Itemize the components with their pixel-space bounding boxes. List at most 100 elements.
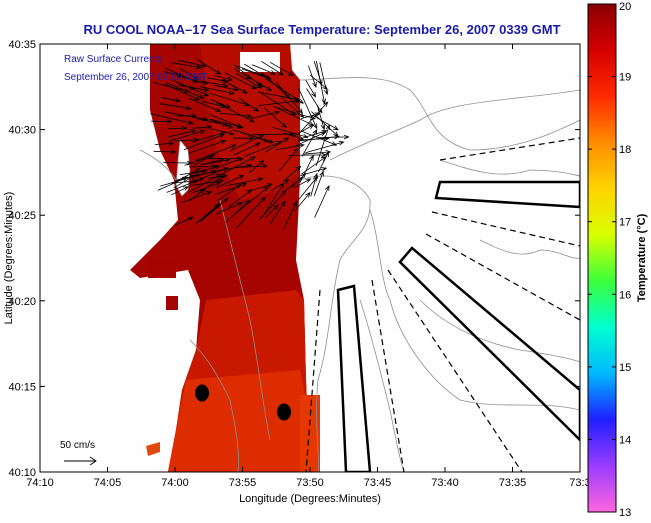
current-vector-arrow bbox=[235, 163, 269, 169]
current-vector-arrow bbox=[214, 75, 234, 82]
current-vector-arrow bbox=[150, 113, 194, 125]
y-axis: 40:35 40:30 40:25 40:20 40:15 40:10 bbox=[8, 39, 580, 479]
figure-title: RU COOL NOAA–17 Sea Surface Temperature:… bbox=[83, 22, 560, 37]
current-vector-arrow bbox=[177, 59, 207, 68]
contour-line bbox=[299, 77, 580, 151]
y-tick-label: 40:25 bbox=[8, 210, 36, 222]
colorbar-tick-label: 19 bbox=[619, 72, 631, 84]
current-vector-arrow bbox=[269, 61, 294, 77]
current-vector-arrow bbox=[241, 68, 272, 80]
colorbar-tick-label: 14 bbox=[619, 434, 631, 446]
y-tick-label: 40:30 bbox=[8, 125, 36, 137]
currents-label-line2: September 26, 2007 03:00 GMT bbox=[64, 72, 207, 83]
y-tick-label: 40:15 bbox=[8, 381, 36, 393]
current-vector-arrow bbox=[188, 98, 222, 112]
current-vector-arrow bbox=[236, 196, 266, 229]
station-marker bbox=[195, 384, 209, 402]
colorbar-tick-label: 15 bbox=[619, 362, 631, 374]
colorbar: 20 19 18 17 16 15 14 13 Temperature (°C) bbox=[587, 1, 648, 519]
current-vector-arrow bbox=[314, 185, 330, 218]
colorbar-tick-label: 13 bbox=[619, 507, 631, 518]
current-vector-arrow bbox=[233, 64, 264, 88]
current-vector-arrow bbox=[171, 186, 190, 196]
current-vector-arrow bbox=[189, 139, 227, 154]
current-vector-arrow bbox=[151, 119, 173, 124]
current-vector-arrow bbox=[295, 131, 327, 147]
current-vector-arrow bbox=[189, 164, 219, 169]
current-vector-arrow bbox=[305, 141, 345, 154]
currents-label-line1: Raw Surface Currents bbox=[64, 54, 162, 65]
current-vector-arrow bbox=[215, 202, 244, 215]
current-vector-arrow bbox=[220, 112, 253, 119]
sst-block-small-west-2 bbox=[166, 296, 178, 310]
y-axis-label: Latitude (Degrees:Minutes) bbox=[3, 192, 15, 325]
transect-annotations bbox=[305, 137, 580, 472]
transect-dashed-line bbox=[431, 211, 580, 247]
colorbar-tick-label: 17 bbox=[619, 217, 631, 229]
contour-line bbox=[189, 339, 239, 472]
transect-dashed-line bbox=[439, 137, 580, 161]
y-tick-label: 40:10 bbox=[8, 467, 36, 479]
current-vector-arrow bbox=[270, 179, 290, 192]
current-vector-arrow bbox=[294, 191, 311, 212]
contour-line bbox=[419, 299, 580, 363]
x-tick-label: 73:3 bbox=[569, 477, 590, 489]
colorbar-gradient bbox=[587, 3, 617, 513]
current-vector-arrow bbox=[284, 165, 302, 181]
contour-line bbox=[359, 299, 405, 472]
current-vector-arrow bbox=[303, 149, 332, 155]
y-tick-label: 40:20 bbox=[8, 296, 36, 308]
current-vector-arrow bbox=[167, 125, 188, 131]
colorbar-ticks: 20 19 18 17 16 15 14 13 bbox=[588, 1, 631, 519]
current-vector-arrow bbox=[179, 68, 199, 80]
map-plot-area: Raw Surface Currents September 26, 2007 … bbox=[40, 44, 580, 472]
current-vector-arrow bbox=[174, 113, 197, 119]
current-vector-arrow bbox=[232, 129, 270, 143]
current-vector-arrow bbox=[283, 132, 304, 140]
current-vector-arrow bbox=[209, 92, 251, 107]
current-vector-arrow bbox=[232, 135, 255, 141]
current-vector-arrow bbox=[154, 141, 175, 146]
current-vector-arrow bbox=[316, 104, 326, 131]
current-vector-arrow bbox=[264, 137, 290, 153]
current-vector-arrow bbox=[197, 118, 229, 127]
current-vector-arrow bbox=[248, 183, 273, 192]
current-vector-arrow bbox=[192, 124, 213, 130]
current-vector-arrow bbox=[319, 62, 329, 96]
current-vector-arrow bbox=[216, 156, 256, 177]
current-vector-arrow bbox=[199, 86, 235, 95]
current-vector-arrow bbox=[313, 170, 324, 196]
contour-line bbox=[299, 175, 371, 472]
current-vector-arrow bbox=[276, 143, 305, 150]
contour-line bbox=[369, 209, 580, 411]
contour-line bbox=[479, 239, 580, 259]
station-marker bbox=[277, 403, 291, 421]
current-vector-arrow bbox=[228, 189, 253, 208]
current-vector-arrow bbox=[209, 118, 244, 129]
current-vector-arrow bbox=[199, 157, 225, 166]
current-vector-arrow bbox=[288, 152, 328, 158]
contour-line bbox=[329, 89, 580, 161]
current-vector-arrow bbox=[179, 169, 208, 175]
y-tick-label: 40:35 bbox=[8, 39, 36, 51]
current-vector-arrow bbox=[270, 200, 286, 224]
current-vector-arrow bbox=[259, 189, 287, 220]
current-vector-arrow bbox=[296, 134, 340, 142]
current-vector-arrow bbox=[264, 204, 280, 219]
current-vector-arrow bbox=[159, 103, 193, 111]
current-vector-arrow bbox=[168, 129, 206, 142]
current-vector-arrow bbox=[300, 167, 328, 176]
current-vector-arrow bbox=[274, 106, 315, 126]
current-vector-arrow bbox=[175, 137, 200, 143]
x-tick-label: 73:55 bbox=[229, 477, 257, 489]
transect-dashed-line bbox=[387, 269, 523, 472]
current-vector-arrow bbox=[215, 182, 248, 195]
current-vector-arrow bbox=[200, 197, 229, 222]
contour-line bbox=[439, 159, 580, 177]
current-vector-arrow bbox=[221, 79, 249, 94]
current-vector-arrow bbox=[207, 174, 228, 179]
colorbar-label: Temperature (°C) bbox=[636, 213, 648, 302]
x-axis-label: Longitude (Degrees:Minutes) bbox=[239, 493, 381, 505]
bathymetry-contours bbox=[139, 77, 580, 472]
